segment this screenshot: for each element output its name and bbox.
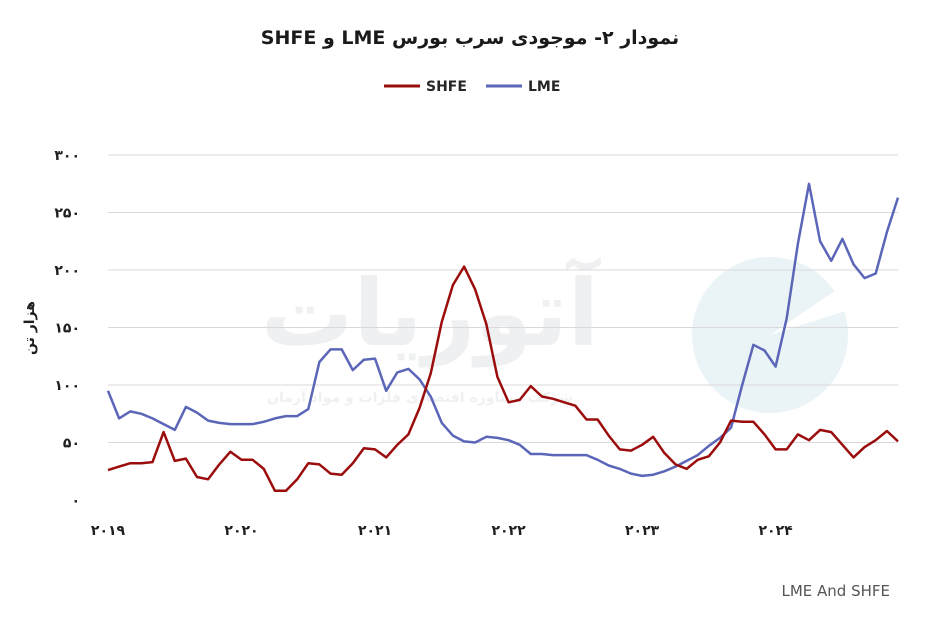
x-tick-label: ۲۰۲۴	[759, 523, 794, 539]
gridlines	[108, 154, 898, 443]
x-axis-ticks: ۲۰۱۹ ۲۰۲۰ ۲۰۲۱ ۲۰۲۲ ۲۰۲۳ ۲۰۲۴	[91, 523, 793, 539]
watermark-circle-cut	[770, 260, 880, 335]
y-tick-label: ۱۰۰	[54, 378, 80, 394]
x-tick-label: ۲۰۲۰	[224, 523, 258, 539]
x-tick-label: ۲۰۲۳	[625, 523, 660, 539]
y-tick-label: ۰	[71, 493, 80, 509]
series-lines	[106, 182, 900, 493]
x-tick-label: ۲۰۲۲	[491, 523, 526, 539]
x-tick-label: ۲۰۱۹	[91, 523, 126, 539]
legend-label-shfe: SHFE	[426, 79, 467, 95]
y-axis-ticks: ۰ ۵۰ ۱۰۰ ۱۵۰ ۲۰۰ ۲۵۰ ۳۰۰	[54, 148, 80, 509]
x-tick-label: ۲۰۲۱	[358, 523, 392, 539]
watermark-logo: آتوریات شرکت مشاوره اقتصادی فلزات و مواد…	[261, 257, 880, 413]
y-axis-label: هزار تن	[22, 301, 38, 355]
watermark-text: آتوریات	[261, 257, 602, 368]
source-note: LME And SHFE	[781, 582, 890, 600]
chart-title: نمودار ۲- موجودی سرب بورس LME و SHFE	[261, 27, 679, 49]
legend-label-lme: LME	[528, 79, 560, 95]
y-tick-label: ۱۵۰	[54, 321, 80, 337]
y-tick-label: ۵۰	[63, 436, 80, 452]
y-tick-label: ۲۰۰	[54, 263, 80, 279]
series-line-lme	[106, 182, 900, 478]
legend: SHFE LME	[384, 79, 560, 95]
y-tick-label: ۲۵۰	[54, 206, 80, 222]
y-tick-label: ۳۰۰	[54, 148, 80, 164]
series-line-shfe	[107, 265, 899, 493]
watermark-subtext: شرکت مشاوره اقتصادی فلزات و مواد آرمان	[267, 388, 573, 406]
